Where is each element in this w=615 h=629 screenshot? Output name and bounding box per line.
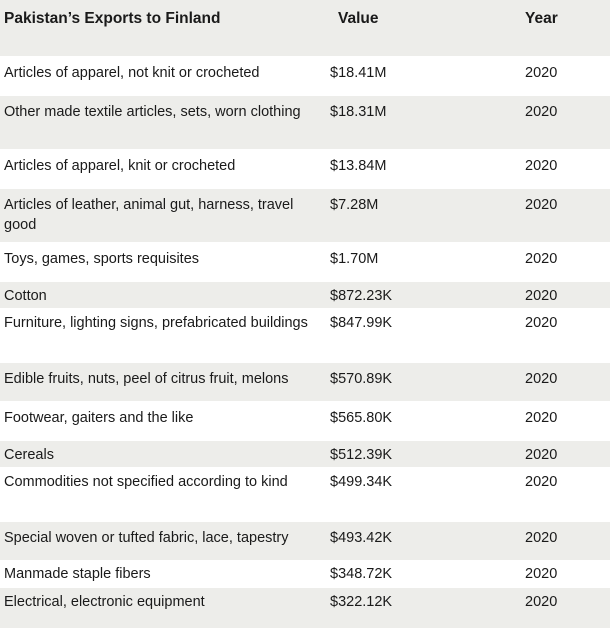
export-year: 2020 (525, 371, 558, 387)
export-value: $570.89K (330, 371, 393, 387)
table-row: Cereals $512.39K 2020 (0, 441, 610, 468)
product-name: Electrical, electronic equipment (4, 594, 205, 610)
table-row: Articles of leather, animal gut, harness… (0, 189, 610, 243)
export-year: 2020 (525, 251, 558, 267)
export-year: 2020 (525, 197, 558, 213)
export-value: $512.39K (330, 447, 393, 463)
product-name: Footwear, gaiters and the like (4, 410, 194, 426)
export-value: $499.34K (330, 474, 393, 490)
table-row: Footwear, gaiters and the like $565.80K … (0, 402, 610, 441)
product-name: Edible fruits, nuts, peel of citrus frui… (4, 371, 289, 387)
export-value: $1.70M (330, 251, 379, 267)
export-value: $847.99K (330, 315, 393, 331)
product-name: Articles of leather, animal gut, harness… (4, 197, 294, 233)
table-row: Toys, games, sports requisites $1.70M 20… (0, 243, 610, 282)
table-row: Manmade staple fibers $348.72K 2020 (0, 561, 610, 588)
export-value: $13.84M (330, 158, 387, 174)
export-value: $322.12K (330, 594, 393, 610)
product-name: Cereals (4, 447, 54, 463)
export-value: $565.80K (330, 410, 393, 426)
export-year: 2020 (525, 566, 558, 582)
product-name: Articles of apparel, not knit or crochet… (4, 65, 260, 81)
export-year: 2020 (525, 594, 558, 610)
export-year: 2020 (525, 65, 558, 81)
product-name: Furniture, lighting signs, prefabricated… (4, 315, 308, 331)
table-row: Articles of apparel, knit or crocheted $… (0, 150, 610, 189)
product-name: Manmade staple fibers (4, 566, 151, 582)
export-year: 2020 (525, 158, 558, 174)
export-year: 2020 (525, 288, 558, 304)
export-year: 2020 (525, 530, 558, 546)
product-name: Cotton (4, 288, 47, 304)
table-row: Electrical, electronic equipment $322.12… (0, 588, 610, 629)
table-header-row: Pakistan’s Exports to Finland Value Year (0, 0, 610, 57)
export-value: $18.41M (330, 65, 387, 81)
product-name: Other made textile articles, sets, worn … (4, 104, 301, 120)
table-row: Edible fruits, nuts, peel of citrus frui… (0, 363, 610, 402)
export-value: $493.42K (330, 530, 393, 546)
export-value: $872.23K (330, 288, 393, 304)
product-name: Commodities not specified according to k… (4, 474, 288, 490)
export-value: $348.72K (330, 566, 393, 582)
export-year: 2020 (525, 447, 558, 463)
table-row: Special woven or tufted fabric, lace, ta… (0, 522, 610, 561)
product-name: Special woven or tufted fabric, lace, ta… (4, 530, 289, 546)
product-name: Articles of apparel, knit or crocheted (4, 158, 236, 174)
export-year: 2020 (525, 474, 558, 490)
column-header-year: Year (525, 10, 558, 27)
column-header-title: Pakistan’s Exports to Finland (4, 10, 221, 27)
table-row: Furniture, lighting signs, prefabricated… (0, 309, 610, 363)
export-year: 2020 (525, 410, 558, 426)
product-name: Toys, games, sports requisites (4, 251, 200, 267)
export-value: $7.28M (330, 197, 379, 213)
table-row: Commodities not specified according to k… (0, 468, 610, 522)
table-row: Cotton $872.23K 2020 (0, 282, 610, 309)
table-row: Articles of apparel, not knit or crochet… (0, 57, 610, 96)
table-row: Other made textile articles, sets, worn … (0, 96, 610, 150)
column-header-value: Value (338, 10, 379, 27)
export-value: $18.31M (330, 104, 387, 120)
export-year: 2020 (525, 315, 558, 331)
export-year: 2020 (525, 104, 558, 120)
